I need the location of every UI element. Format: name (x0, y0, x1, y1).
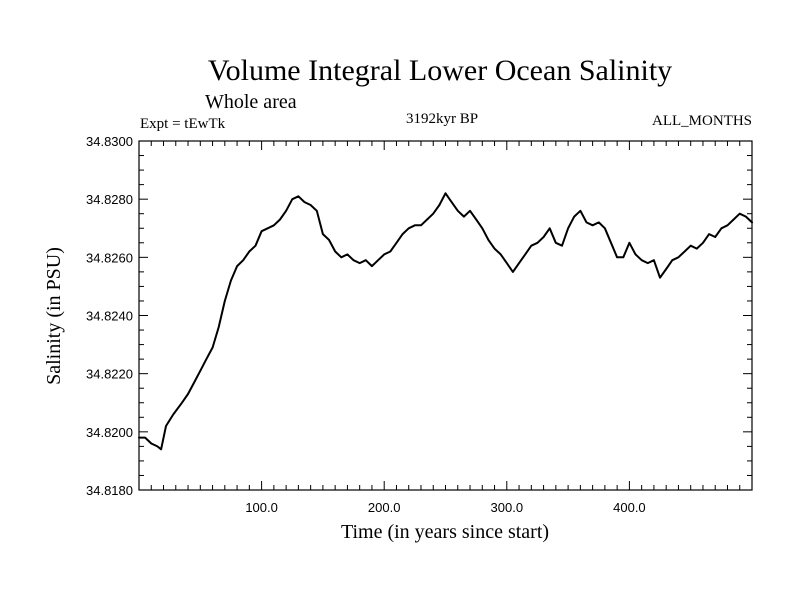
y-tick-label: 34.8280 (86, 192, 133, 207)
y-tick-label: 34.8200 (86, 425, 133, 440)
series-line-salinity (138, 192, 753, 451)
x-axis-ticks (150, 141, 741, 490)
plot-frame (138, 140, 753, 491)
y-axis-label: Salinity (in PSU) (43, 247, 65, 385)
y-tick-label: 34.8300 (86, 134, 133, 149)
x-tick-label: 300.0 (491, 500, 524, 515)
x-axis-tick-labels: 100.0 200.0 300.0 400.0 (245, 500, 645, 515)
period-label: 3192kyr BP (406, 111, 478, 127)
x-axis-label: Time (in years since start) (341, 521, 549, 543)
x-tick-label: 200.0 (368, 500, 401, 515)
y-axis-ticks (139, 155, 752, 476)
chart-subtitle: Whole area (205, 91, 297, 113)
y-tick-label: 34.8240 (86, 309, 133, 324)
chart-title: Volume Integral Lower Ocean Salinity (208, 54, 672, 87)
y-axis-tick-labels: 34.8180 34.8200 34.8220 34.8240 34.8260 34.82… (86, 134, 133, 498)
experiment-label: Expt = tEwTk (140, 116, 226, 132)
months-label: ALL_MONTHS (652, 113, 752, 129)
x-tick-label: 400.0 (613, 500, 646, 515)
y-tick-label: 34.8220 (86, 367, 133, 382)
x-tick-label: 100.0 (245, 500, 278, 515)
y-tick-label: 34.8180 (86, 483, 133, 498)
y-tick-label: 34.8260 (86, 250, 133, 265)
